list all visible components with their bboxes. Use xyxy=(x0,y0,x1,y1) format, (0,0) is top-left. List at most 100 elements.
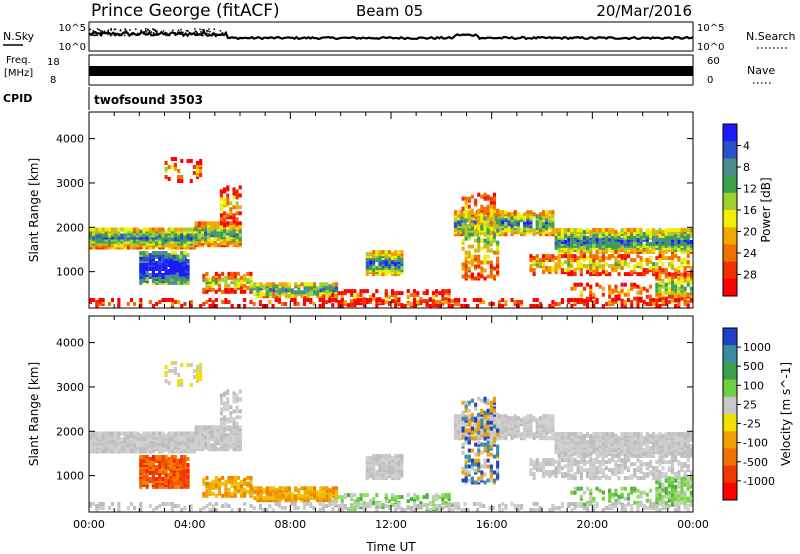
velocity-cell xyxy=(170,449,174,454)
velocity-cell xyxy=(180,437,184,442)
velocity-cell xyxy=(297,488,301,493)
power-cell xyxy=(268,292,272,297)
power-cell xyxy=(674,233,678,238)
velocity-cell xyxy=(461,416,465,421)
nave-tick-top: 60 xyxy=(707,56,720,67)
velocity-cell xyxy=(232,409,236,414)
power-cell xyxy=(343,289,347,294)
velocity-cell xyxy=(204,431,208,436)
nsearch-tick-bottom: 10^0 xyxy=(697,42,724,53)
power-cell xyxy=(331,298,335,302)
power-cell xyxy=(293,298,297,302)
power-cell xyxy=(223,239,227,244)
velocity-cell xyxy=(532,416,536,421)
power-cell xyxy=(589,254,593,259)
velocity-cell xyxy=(210,425,214,430)
power-cell xyxy=(645,294,649,299)
power-cell xyxy=(194,233,198,238)
power-cell xyxy=(595,262,599,267)
velocity-cell xyxy=(507,416,511,421)
velocity-cell xyxy=(611,453,615,458)
power-cell xyxy=(486,240,490,245)
velocity-cell xyxy=(278,494,282,499)
power-cell xyxy=(689,272,693,277)
power-cell xyxy=(300,282,304,287)
power-cell xyxy=(658,304,662,308)
power-cell xyxy=(173,300,177,304)
power-cell xyxy=(259,282,263,287)
power-cell xyxy=(183,302,187,306)
power-cell xyxy=(542,262,546,267)
power-cell xyxy=(167,269,171,273)
power-cell xyxy=(369,298,373,302)
velocity-cell xyxy=(340,499,344,504)
power-cell xyxy=(120,227,124,232)
velocity-cell xyxy=(649,437,653,442)
velocity-cell xyxy=(391,470,395,475)
power-cell xyxy=(655,256,659,261)
velocity-cell xyxy=(235,425,239,430)
power-cell xyxy=(626,298,630,302)
power-cell xyxy=(284,294,288,299)
power-cell xyxy=(365,289,369,294)
power-cell xyxy=(494,212,498,217)
power-cell xyxy=(633,282,637,287)
power-cell xyxy=(526,214,530,219)
power-cell xyxy=(340,291,344,296)
power-cell xyxy=(532,212,536,217)
velocity-cell xyxy=(196,373,200,377)
power-cell xyxy=(486,248,490,253)
velocity-cell xyxy=(464,436,468,441)
power-cell xyxy=(441,289,445,294)
power-cell xyxy=(461,196,465,201)
velocity-cell xyxy=(306,496,310,501)
velocity-cell xyxy=(683,432,687,436)
power-cell xyxy=(586,264,590,269)
velocity-cell xyxy=(375,454,379,459)
power-cell xyxy=(309,298,313,302)
power-cell xyxy=(182,276,186,281)
power-cell xyxy=(199,169,203,173)
velocity-cell xyxy=(461,442,465,447)
power-cell xyxy=(375,304,379,308)
power-cell xyxy=(633,296,637,301)
power-cell xyxy=(677,298,681,302)
power-cell xyxy=(477,216,481,221)
velocity-cell xyxy=(101,431,105,436)
power-cell xyxy=(394,262,398,267)
power-cell xyxy=(477,248,481,253)
power-cell xyxy=(319,282,323,287)
velocity-cell xyxy=(567,445,571,450)
velocity-cell xyxy=(291,498,295,503)
power-cell xyxy=(467,204,471,209)
velocity-cell xyxy=(633,432,637,436)
power-cell xyxy=(667,286,671,291)
power-cell xyxy=(671,280,675,285)
power-cell xyxy=(321,298,325,302)
power-cell xyxy=(313,282,317,287)
velocity-cell xyxy=(633,445,637,450)
power-cell xyxy=(620,228,624,232)
power-cell xyxy=(328,298,332,302)
power-cell xyxy=(169,258,173,263)
velocity-heatmap xyxy=(89,361,693,512)
power-cell xyxy=(677,228,681,232)
power-cell xyxy=(280,302,284,306)
power-cell xyxy=(240,279,244,284)
power-cell xyxy=(183,227,187,232)
power-cell xyxy=(545,224,549,229)
power-cell xyxy=(548,254,552,259)
velocity-cell xyxy=(639,439,643,444)
power-cell xyxy=(548,304,552,308)
power-cell xyxy=(633,241,637,246)
velocity-cell xyxy=(164,379,168,383)
power-cell xyxy=(353,301,357,306)
power-cell xyxy=(425,302,429,306)
velocity-cell xyxy=(322,498,326,503)
power-cell xyxy=(120,233,124,238)
power-cell xyxy=(680,292,684,297)
power-cell xyxy=(573,228,577,232)
velocity-cell xyxy=(313,486,317,491)
power-cell xyxy=(589,290,593,295)
power-cell xyxy=(92,227,96,232)
